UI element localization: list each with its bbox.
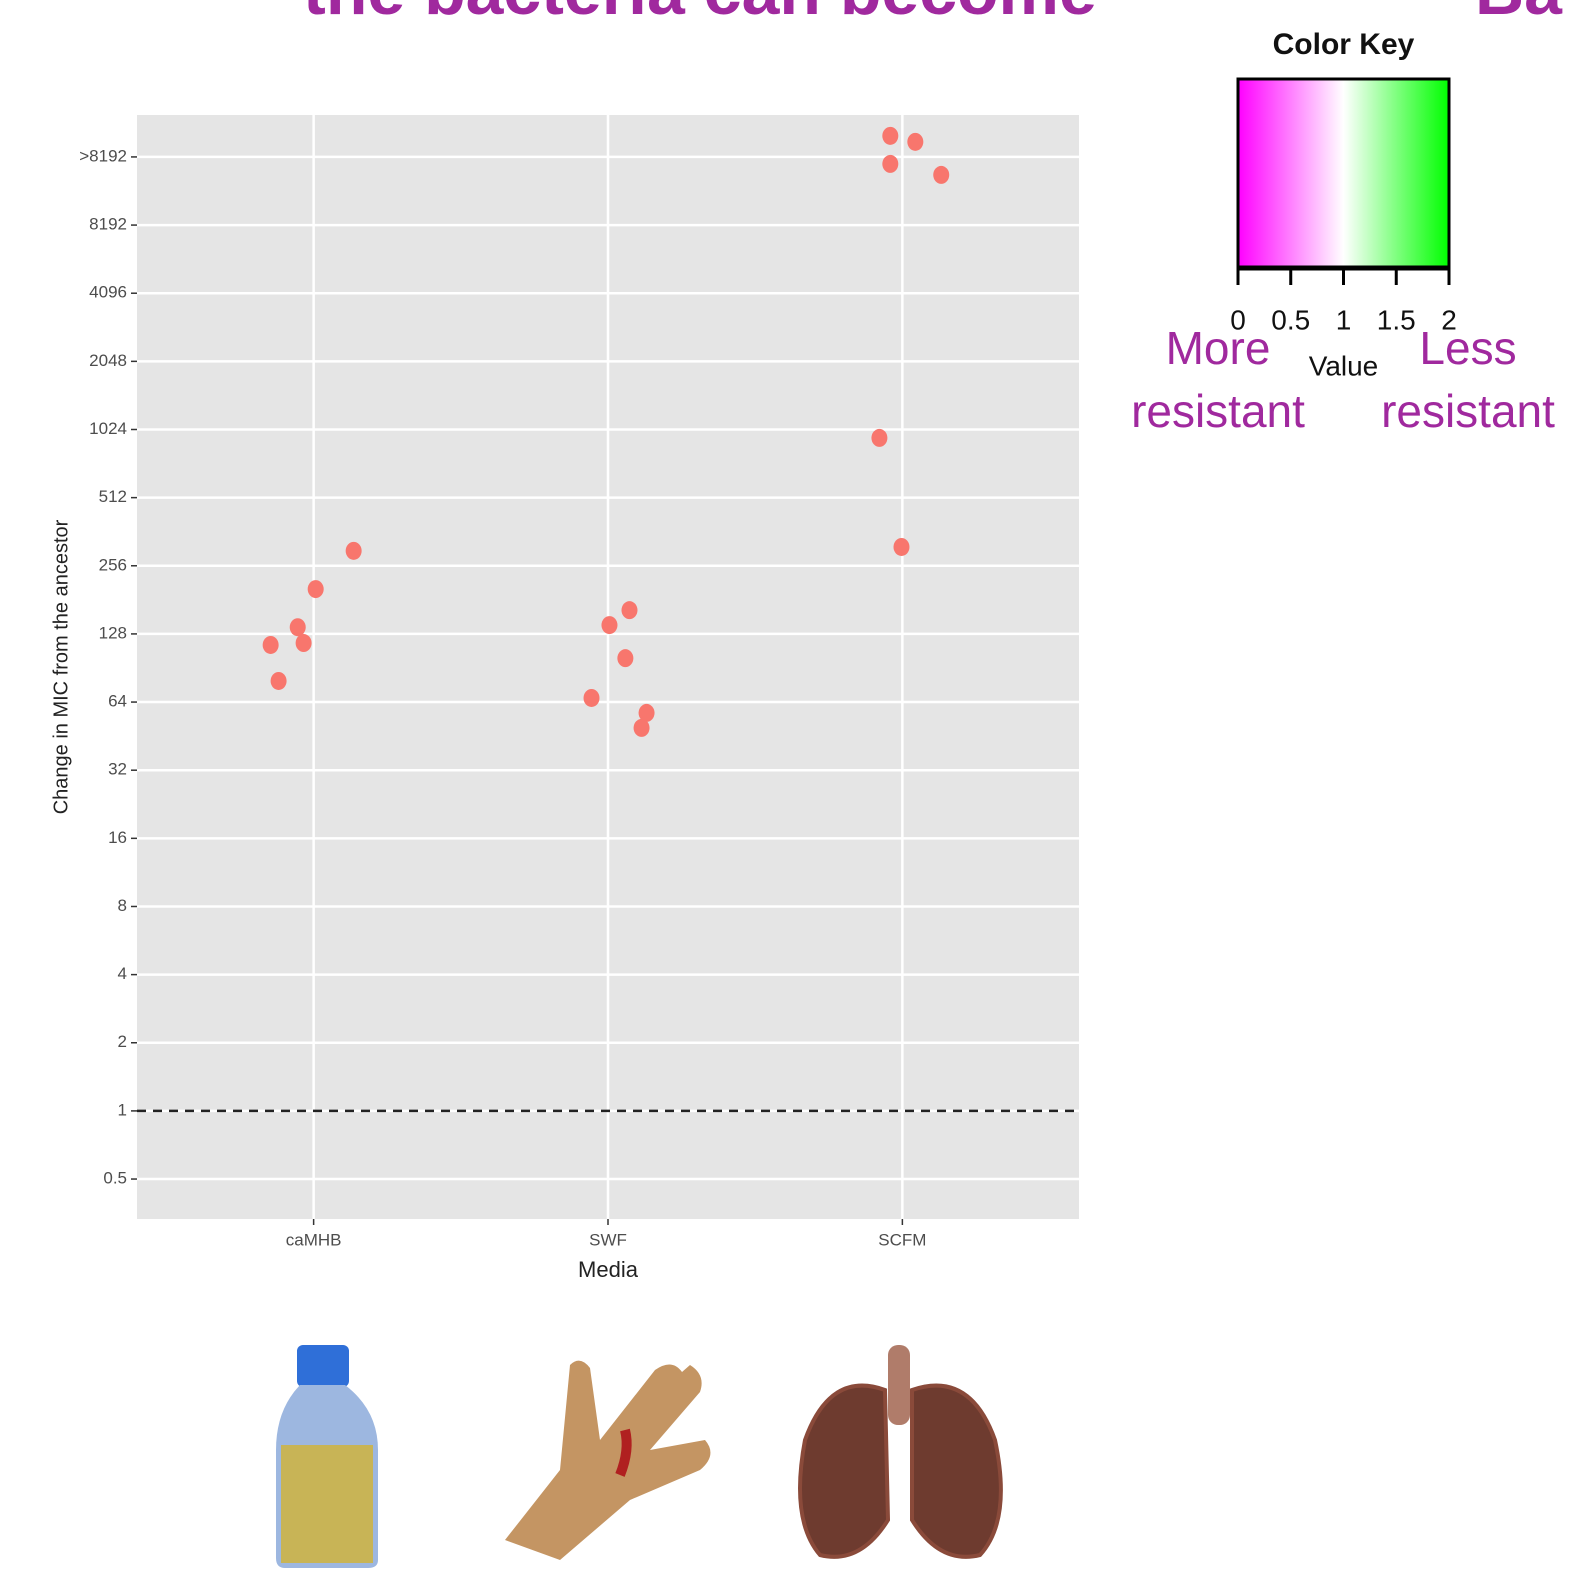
point	[617, 649, 633, 667]
point	[584, 689, 600, 707]
point	[271, 672, 287, 690]
y-tick-label: 16	[108, 828, 127, 847]
page: the bacteria can become Ba 0.5 1 2 4 8 16 32 64…	[0, 0, 1585, 1584]
lungs-icon	[800, 1345, 1001, 1557]
y-tick-label: 256	[99, 555, 127, 574]
y-tick-label: 512	[99, 487, 127, 506]
annotation: resistant	[1381, 385, 1555, 437]
y-tick-label: 8192	[89, 215, 127, 234]
point	[882, 155, 898, 173]
x-tick-label: 1	[1336, 304, 1352, 335]
page-title-right: Ba	[1475, 0, 1563, 29]
y-tick-label: 1	[118, 1100, 127, 1119]
x-tick-label: SCFM	[878, 1230, 926, 1249]
point	[933, 166, 949, 184]
point	[882, 127, 898, 145]
y-tick-label: 4096	[89, 283, 127, 302]
y-tick-label: 128	[99, 623, 127, 642]
y-tick-label: 1024	[89, 419, 127, 438]
point	[308, 580, 324, 598]
hand-icon	[505, 1361, 710, 1560]
y-tick-label: >8192	[79, 146, 127, 165]
x-tick-label: SWF	[589, 1230, 627, 1249]
x-tick-label: caMHB	[286, 1230, 342, 1249]
annotation: resistant	[1131, 385, 1305, 437]
y-tick-label: 32	[108, 760, 127, 779]
point	[893, 538, 909, 556]
y-tick-label: 2	[118, 1032, 127, 1051]
color-bar	[1238, 79, 1449, 267]
y-tick-label: 4	[118, 964, 127, 983]
y-tick-label: 8	[118, 896, 127, 915]
bottle-icon	[276, 1345, 378, 1568]
point	[634, 719, 650, 737]
point	[296, 634, 312, 652]
y-tick-label: 64	[108, 692, 127, 711]
point	[290, 618, 306, 636]
page-title: the bacteria can become	[303, 0, 1097, 29]
point	[263, 636, 279, 654]
y-tick-label: 2048	[89, 351, 127, 370]
point	[621, 601, 637, 619]
x-tick-label: 0.5	[1271, 304, 1310, 335]
point	[871, 429, 887, 447]
y-tick-label: 0.5	[103, 1169, 127, 1188]
point	[907, 133, 923, 151]
annotation: More	[1166, 322, 1271, 374]
point	[601, 616, 617, 634]
annotation: Less	[1419, 322, 1516, 374]
colorbar-title: Color Key	[1273, 28, 1415, 61]
x-tick-label: 1.5	[1377, 304, 1416, 335]
x-axis-label: Media	[578, 1257, 639, 1282]
x-axis-label: Value	[1309, 350, 1379, 381]
point	[346, 542, 362, 560]
y-axis-label: Change in MIC from the ancestor	[50, 519, 72, 814]
